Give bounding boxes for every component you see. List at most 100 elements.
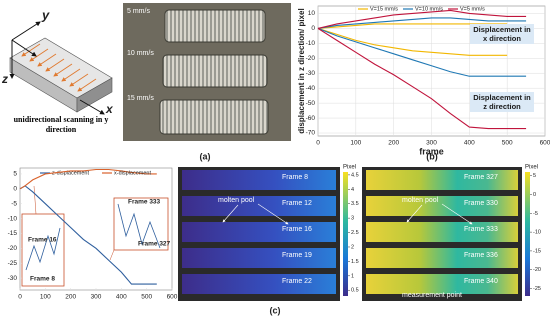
colorbar-tick-label: -15 <box>533 248 541 254</box>
x-tick-label: 300 <box>91 294 102 301</box>
x-tick-label: 600 <box>540 140 550 147</box>
colorbar-tick-label: 1 <box>351 273 354 279</box>
colorbar-tick-label: 3 <box>351 216 354 222</box>
axis-label: y <box>41 7 50 22</box>
pointer <box>257 203 289 225</box>
series-line <box>19 185 157 285</box>
x-tick-label: 400 <box>116 294 127 301</box>
scan-caption-box: unidirectional scanning in y direction <box>13 115 109 134</box>
series-line <box>317 23 508 29</box>
y-tick-label: -40 <box>306 85 316 92</box>
y-tick-label: -10 <box>8 215 18 222</box>
caption: (c) <box>270 305 281 315</box>
colorbar-label: Pixel <box>343 165 356 171</box>
inset-line <box>117 203 161 249</box>
annotation: Frame 333 <box>128 199 161 206</box>
track <box>159 99 269 135</box>
legend-label: V=5 mm/s <box>460 6 485 12</box>
colorbar-tick-label: -25 <box>533 286 541 292</box>
y-tick-label: 0 <box>311 25 315 32</box>
caption: (b) <box>426 151 438 161</box>
heatmap-strip <box>182 248 336 268</box>
heatmap-strip <box>182 222 336 242</box>
frame-label: Frame 16 <box>282 226 312 233</box>
heatmap-strip <box>366 196 518 216</box>
series-line <box>19 168 157 190</box>
series-line <box>317 27 527 77</box>
frame-label: Frame 330 <box>464 200 498 207</box>
frame-label: Frame 22 <box>282 278 312 285</box>
colorbar-tick-label: -20 <box>533 267 541 273</box>
colorbar-tick-label: 3.5 <box>351 201 359 207</box>
pointer <box>406 204 423 223</box>
y-tick-label: 5 <box>13 171 17 178</box>
colorbar-tick-label: 4 <box>351 187 354 193</box>
series-line <box>317 27 508 56</box>
heatmap-strip <box>366 222 518 242</box>
colorbar-tick-label: -5 <box>533 211 538 217</box>
connector <box>109 249 115 261</box>
x-tick-label: 0 <box>316 140 320 147</box>
colorbar-tick-label: 5 <box>533 173 536 179</box>
annotation: Displacement in x direction <box>470 24 534 44</box>
y-tick-label: -10 <box>306 40 316 47</box>
x-tick-label: 600 <box>167 294 178 301</box>
speed-label: 5 mm/s <box>127 8 150 15</box>
colorbar-tick-label: -10 <box>533 230 541 236</box>
y-tick-label: -50 <box>306 100 316 107</box>
heatmap-strip <box>182 196 336 216</box>
annotation: Frame 327 <box>138 241 171 248</box>
y-tick-label: -25 <box>8 260 18 267</box>
y-tick-label: -20 <box>8 245 18 252</box>
colorbar-tick-label: 0.5 <box>351 288 359 294</box>
heatmap-strip <box>182 170 336 190</box>
annotation: measurement point <box>402 292 462 299</box>
frame-label: Frame 8 <box>282 174 308 181</box>
frame-label: Frame 336 <box>464 252 498 259</box>
colorbar <box>525 172 530 296</box>
y-tick-label: -30 <box>306 70 316 77</box>
x-tick-label: 100 <box>350 140 361 147</box>
annotation: Frame 16 <box>28 237 57 244</box>
block-diagram <box>9 21 113 115</box>
x-tick-label: 500 <box>502 140 513 147</box>
speed-label: 15 mm/s <box>127 95 154 102</box>
pointer <box>441 203 473 225</box>
legend-label: z-displacement <box>52 170 89 176</box>
frame-label: Frame 340 <box>464 278 498 285</box>
series-line <box>317 9 527 29</box>
colorbar-tick-label: 2.5 <box>351 230 359 236</box>
heatmap-strip <box>182 274 336 294</box>
frame-label: Frame 327 <box>464 174 498 181</box>
y-tick-label: 0 <box>13 186 17 193</box>
heatmap-strip <box>366 274 518 294</box>
x-axis-label: frame <box>419 146 444 156</box>
axis-label: x <box>105 102 114 116</box>
series-line <box>317 27 527 130</box>
x-tick-label: 100 <box>40 294 51 301</box>
connector <box>33 185 37 215</box>
y-tick-label: -15 <box>8 230 18 237</box>
heatmap-strip <box>366 170 518 190</box>
y-tick-label: -70 <box>306 130 316 137</box>
track <box>164 9 266 43</box>
y-tick-label: -30 <box>8 275 18 282</box>
colorbar-label: Pixel <box>525 165 538 171</box>
x-tick-label: 400 <box>464 140 475 147</box>
frame-label: Frame 12 <box>282 200 312 207</box>
colorbar-tick-label: 2 <box>351 244 354 250</box>
colorbar-tick-label: 4.5 <box>351 172 359 178</box>
colorbar-tick-label: 1.5 <box>351 259 359 265</box>
inset-line <box>25 227 61 271</box>
y-tick-label: -20 <box>306 55 316 62</box>
x-tick-label: 500 <box>141 294 152 301</box>
axis-label: z <box>1 72 8 86</box>
scan-caption: unidirectional scanning in y direction <box>13 115 109 134</box>
frame-label: Frame 19 <box>282 252 312 259</box>
annotation: molten pool <box>402 197 439 204</box>
caption: (a) <box>200 151 211 161</box>
y-axis-label: displacement in z direction/ pixel <box>297 8 306 133</box>
x-tick-label: 200 <box>65 294 76 301</box>
track <box>162 54 268 88</box>
